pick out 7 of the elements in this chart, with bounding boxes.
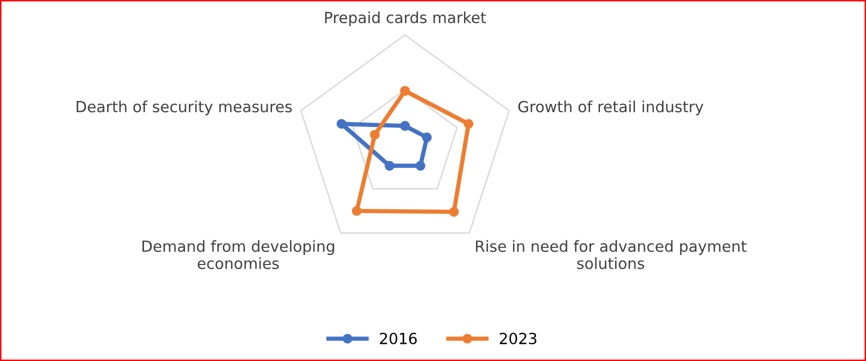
spoke-label: Rise in need for advanced payment solutions: [476, 240, 746, 270]
legend-label: 2023: [500, 332, 536, 344]
spoke-label: Prepaid cards market: [325, 11, 486, 26]
legend-label: 2016: [380, 332, 417, 344]
spoke-label: Dearth of security measures: [76, 100, 292, 116]
spoke-label: Demand from developing economies: [142, 240, 334, 270]
spoke-label: Growth of retail industry: [518, 100, 704, 116]
